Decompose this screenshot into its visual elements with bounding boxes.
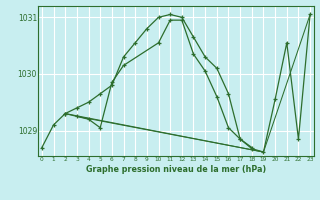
X-axis label: Graphe pression niveau de la mer (hPa): Graphe pression niveau de la mer (hPa) [86, 165, 266, 174]
